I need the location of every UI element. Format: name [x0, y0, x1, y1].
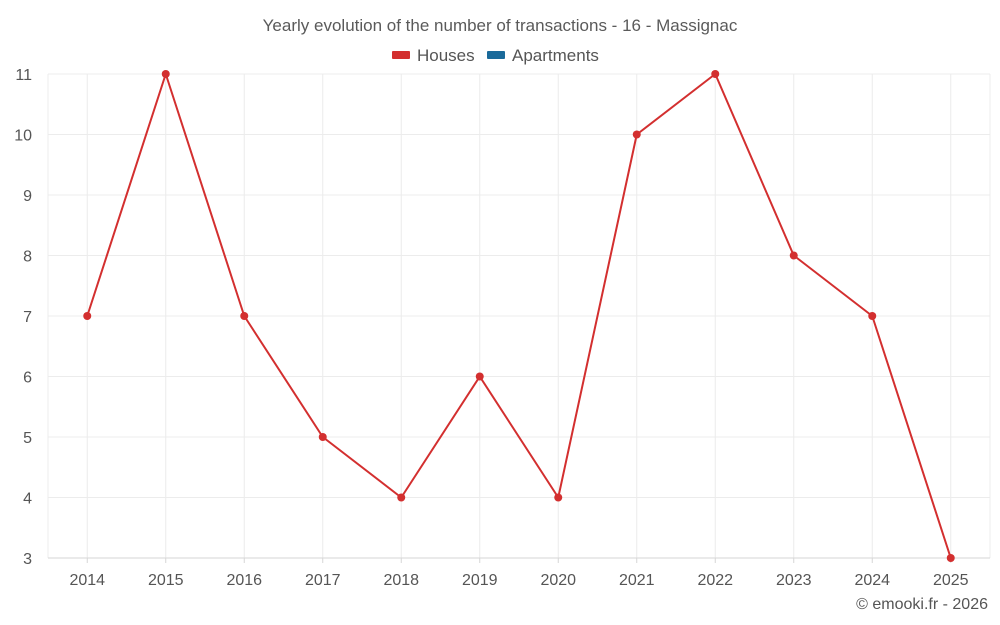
y-tick-label: 10: [14, 128, 32, 145]
data-point[interactable]: [789, 251, 798, 260]
y-tick-label: 3: [23, 551, 32, 568]
x-tick-label: 2020: [540, 572, 576, 589]
data-point[interactable]: [161, 70, 170, 78]
legend-label-houses: Houses: [417, 46, 475, 65]
data-point[interactable]: [475, 372, 484, 381]
x-tick-label: 2024: [854, 572, 890, 589]
chart-title: Yearly evolution of the number of transa…: [263, 16, 738, 35]
y-tick-label: 6: [23, 370, 32, 387]
legend-swatch-apartments: [487, 51, 505, 59]
axes: 3 4 5 6 7 8 9 10 11 2014 2015 2016 2017 2018 2019 2020 2…: [14, 67, 990, 589]
y-tick-label: 5: [23, 430, 32, 447]
y-tick-label: 7: [23, 309, 32, 326]
x-tick-label: 2018: [383, 572, 419, 589]
y-tick-label: 8: [23, 249, 32, 266]
legend: Houses Apartments: [392, 46, 599, 65]
data-point[interactable]: [868, 312, 877, 320]
data-point[interactable]: [240, 312, 249, 320]
y-tick-label: 9: [23, 188, 32, 205]
data-point[interactable]: [397, 493, 406, 502]
x-tick-label: 2019: [462, 572, 498, 589]
legend-item-apartments[interactable]: Apartments: [487, 46, 599, 65]
x-tick-label: 2017: [305, 572, 341, 589]
data-point[interactable]: [83, 312, 92, 320]
legend-label-apartments: Apartments: [512, 46, 599, 65]
legend-item-houses[interactable]: Houses: [392, 46, 475, 65]
x-tick-label: 2022: [697, 572, 733, 589]
credit-text: © emooki.fr - 2026: [856, 596, 988, 613]
legend-swatch-houses: [392, 51, 410, 59]
data-point[interactable]: [711, 70, 720, 78]
data-point[interactable]: [946, 554, 955, 562]
data-point[interactable]: [554, 493, 563, 502]
data-point[interactable]: [632, 130, 641, 139]
y-tick-label: 11: [15, 67, 32, 84]
x-tick-label: 2023: [776, 572, 812, 589]
x-tick-label: 2015: [148, 572, 184, 589]
series-line-houses: [86, 73, 952, 559]
x-tick-label: 2025: [933, 572, 969, 589]
data-point[interactable]: [318, 433, 327, 441]
y-tick-label: 4: [23, 491, 32, 508]
series-houses: [83, 70, 955, 562]
x-tick-label: 2014: [69, 572, 105, 589]
x-tick-label: 2016: [226, 572, 262, 589]
x-tick-label: 2021: [619, 572, 655, 589]
